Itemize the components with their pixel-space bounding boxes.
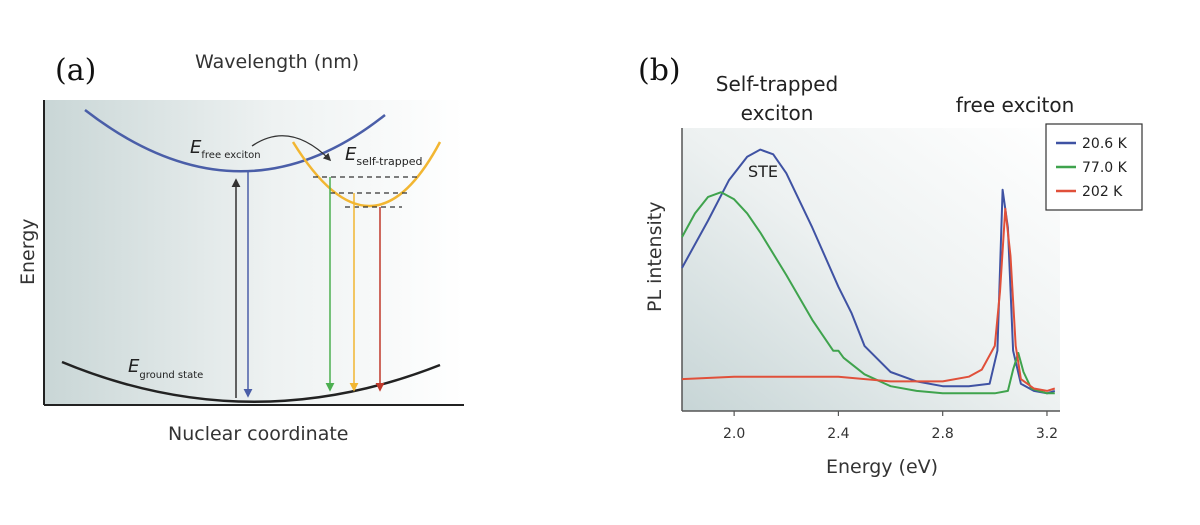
series-line-1 xyxy=(681,191,1055,395)
series-lines xyxy=(681,148,1056,395)
panel-b-label: (b) xyxy=(638,53,681,88)
self-trapped-label: Eself-trapped xyxy=(345,144,422,168)
panel-a-xlabel: Nuclear coordinate xyxy=(168,423,349,445)
free-exciton-curve xyxy=(84,109,386,173)
plot-area-background xyxy=(682,128,1060,411)
legend-label-1: 77.0 K xyxy=(1082,160,1128,176)
x-tick-label: 2.8 xyxy=(932,426,954,442)
panel-b-ylabel: PL intensity xyxy=(644,202,666,312)
ste-title-line2: exciton xyxy=(741,101,814,125)
panel-a-ylabel: Energy xyxy=(17,218,39,285)
x-tick-label: 2.0 xyxy=(723,426,745,442)
legend-label-0: 20.6 K xyxy=(1082,136,1128,152)
panel-a-label: (a) xyxy=(55,53,96,88)
x-tick-label: 3.2 xyxy=(1036,426,1058,442)
x-tick-label: 2.4 xyxy=(827,426,849,442)
ground-state-curve xyxy=(61,360,441,403)
self-trapped-curve xyxy=(291,141,442,208)
x-ticks: 2.0 2.4 2.8 3.2 xyxy=(723,411,1058,442)
series-line-0 xyxy=(681,148,1056,395)
panel-a-background xyxy=(44,100,464,405)
panel-b: (b) Self-trapped exciton free exciton 2.… xyxy=(638,53,1143,478)
free-exciton-label: Efree exciton xyxy=(190,137,261,161)
transfer-arrow xyxy=(251,135,332,162)
ste-peak-label: STE xyxy=(748,162,778,181)
free-exciton-annotation: free exciton xyxy=(956,93,1075,117)
panel-b-xlabel: Energy (eV) xyxy=(826,456,938,478)
panel-a: (a) Wavelength (nm) Energy Nuclear coord… xyxy=(17,51,464,445)
legend-label-2: 202 K xyxy=(1082,184,1123,200)
ground-state-label: Eground state xyxy=(128,356,203,381)
ste-title-line1: Self-trapped xyxy=(716,72,838,96)
panel-a-top-title: Wavelength (nm) xyxy=(195,51,359,73)
series-line-2 xyxy=(681,207,1056,392)
legend: 20.6 K 77.0 K 202 K xyxy=(1045,123,1143,211)
